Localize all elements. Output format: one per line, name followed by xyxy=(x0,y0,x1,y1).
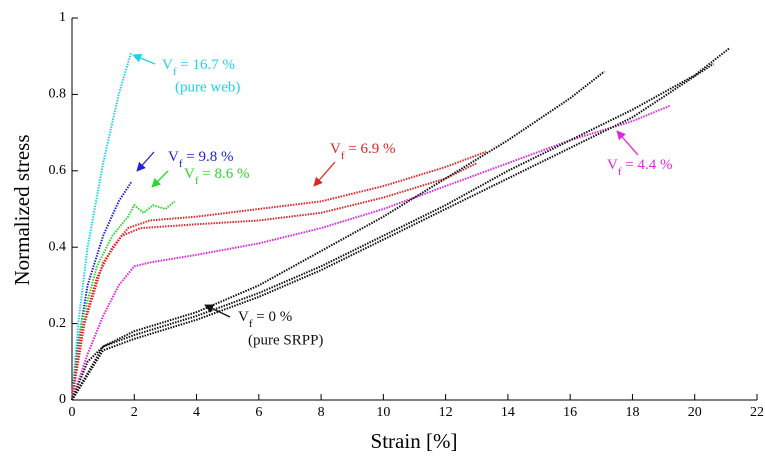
x-tick-label: 2 xyxy=(131,405,138,420)
annotation: Vf = 0 % xyxy=(238,309,292,329)
annotation-part: V xyxy=(607,157,618,173)
x-tick-label: 12 xyxy=(439,405,453,420)
x-tick-label: 14 xyxy=(501,405,515,420)
annotation-part: V xyxy=(184,166,195,182)
y-axis-label: Normalized stress xyxy=(10,134,34,285)
x-axis-label: Strain [%] xyxy=(371,429,458,453)
data-line xyxy=(71,70,606,401)
annotation-part: = 9.8 % xyxy=(183,149,234,165)
annotation: Vf = 8.6 % xyxy=(184,166,249,186)
y-tick-label: 0.6 xyxy=(49,163,67,178)
x-tick-label: 16 xyxy=(563,405,577,420)
x-tick-label: 18 xyxy=(625,405,639,420)
data-line xyxy=(71,181,132,401)
y-tick-label: 0.2 xyxy=(49,316,67,331)
x-tick-label: 20 xyxy=(688,405,702,420)
annotation-part: f xyxy=(179,158,183,170)
annotation-part: f xyxy=(195,175,199,187)
annotation-part: = 4.4 % xyxy=(622,157,673,173)
y-tick-label: 0.8 xyxy=(49,87,67,102)
y-tick-label: 0.4 xyxy=(49,239,67,254)
annotation-arrow xyxy=(616,130,639,156)
annotation-part: = 16.7 % xyxy=(177,57,235,73)
annotation-arrow xyxy=(132,53,156,65)
x-tick-label: 6 xyxy=(255,405,262,420)
annotation: Vf = 4.4 % xyxy=(607,157,672,177)
annotation-arrow xyxy=(204,304,231,318)
y-tick-label: 0 xyxy=(59,392,66,407)
annotation-part: = 8.6 % xyxy=(199,166,250,182)
annotation-arrow xyxy=(151,170,169,188)
annotation-note: (pure SRPP) xyxy=(248,332,323,348)
annotation-part: f xyxy=(341,150,345,162)
data-line xyxy=(71,162,478,401)
annotation-part: f xyxy=(173,66,177,78)
x-tick-label: 22 xyxy=(750,405,764,420)
annotation-part: V xyxy=(238,309,249,325)
annotation: Vf = 9.8 % xyxy=(168,149,233,169)
data-line xyxy=(71,47,730,401)
x-tick-label: 4 xyxy=(193,405,200,420)
annotation: Vf = 16.7 % xyxy=(162,57,235,77)
x-tick-label: 0 xyxy=(69,405,76,420)
data-line xyxy=(71,52,133,401)
data-line xyxy=(71,200,176,401)
annotation-note: (pure web) xyxy=(175,79,240,95)
x-tick-label: 10 xyxy=(376,405,390,420)
x-tick-label: 8 xyxy=(318,405,325,420)
annotation-part: f xyxy=(249,318,253,330)
annotation: Vf = 6.9 % xyxy=(330,141,395,161)
annotation-part: V xyxy=(330,141,341,157)
data-line xyxy=(71,150,487,401)
y-tick-label: 1 xyxy=(59,10,66,25)
annotation-part: V xyxy=(162,57,173,73)
annotation-part: V xyxy=(168,149,179,165)
annotation-part: = 0 % xyxy=(253,309,293,325)
annotation-arrow xyxy=(313,161,336,187)
annotation-part: = 6.9 % xyxy=(345,141,396,157)
data-line xyxy=(71,104,671,401)
annotation-arrow xyxy=(136,151,155,172)
annotation-part: f xyxy=(618,166,622,178)
